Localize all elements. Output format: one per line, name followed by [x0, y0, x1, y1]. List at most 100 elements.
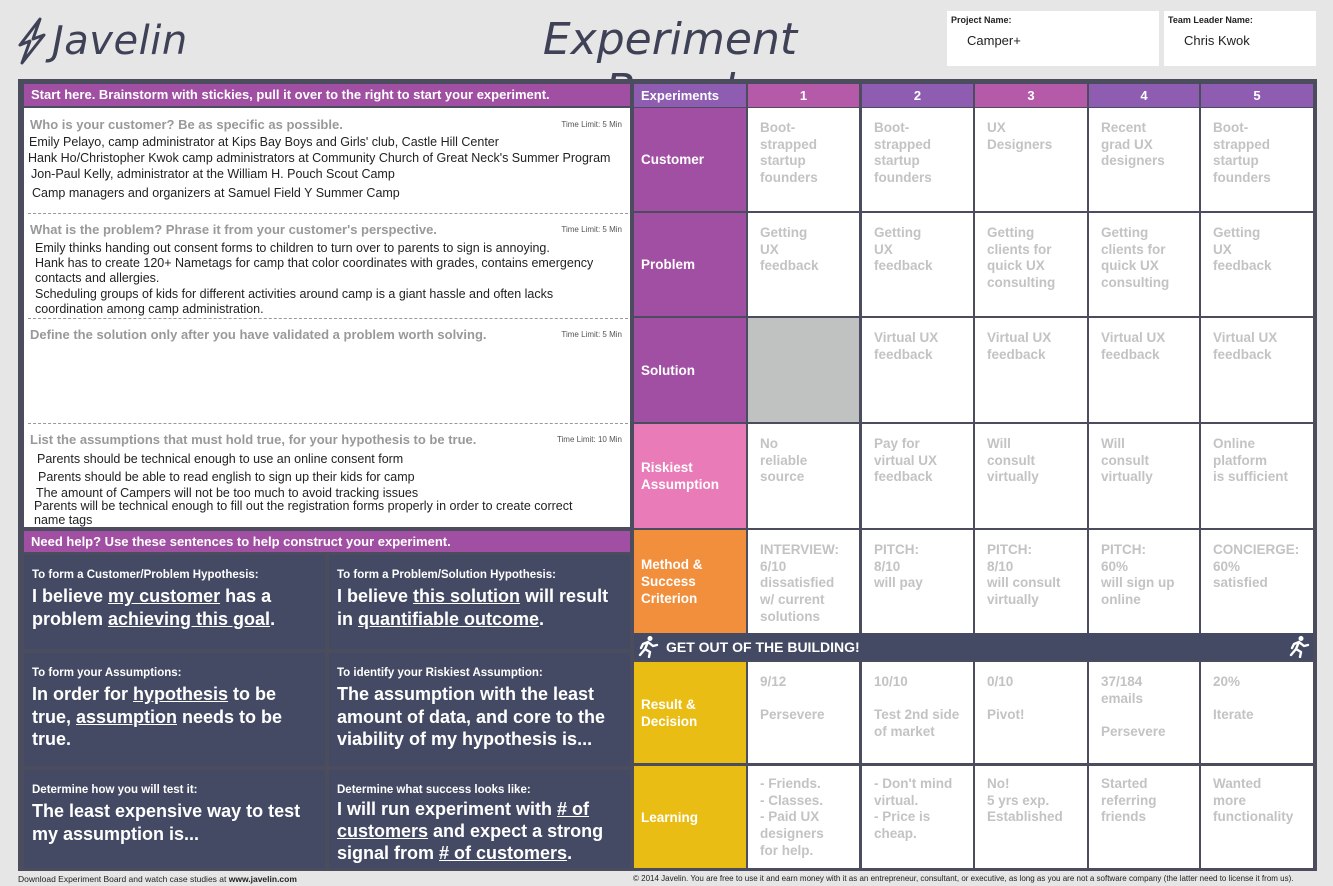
- time-limit: Time Limit: 5 Min: [561, 330, 622, 339]
- team-leader-field[interactable]: Team Leader Name: Chris Kwok: [1164, 11, 1316, 66]
- sticky-note[interactable]: Parents will be technical enough to fill…: [34, 499, 573, 513]
- experiment-cell[interactable]: No! 5 yrs exp. Established: [975, 766, 1087, 868]
- sticky-note[interactable]: Hank Ho/Christopher Kwok camp administra…: [28, 151, 611, 165]
- sticky-note[interactable]: Camp managers and organizers at Samuel F…: [32, 186, 400, 200]
- running-person-icon: [1288, 635, 1310, 661]
- help-sentence: I believe my customer has a problem achi…: [32, 586, 276, 629]
- experiment-cell[interactable]: Will consult virtually: [975, 424, 1087, 528]
- experiment-cell[interactable]: Boot- strapped startup founders: [862, 108, 973, 211]
- sticky-note-continued: name tags: [34, 513, 93, 527]
- experiment-cell[interactable]: - Don't mind virtual. - Price is cheap.: [862, 766, 973, 868]
- help-heading: To form a Customer/Problem Hypothesis:: [32, 569, 259, 581]
- help-box-customer-problem: To form a Customer/Problem Hypothesis: I…: [24, 555, 325, 649]
- experiment-cell[interactable]: 20% Iterate: [1201, 662, 1313, 763]
- experiment-cell[interactable]: Will consult virtually: [1089, 424, 1199, 528]
- experiment-cell[interactable]: Virtual UX feedback: [862, 318, 973, 422]
- experiment-cell[interactable]: PITCH: 8/10 will consult virtually: [975, 530, 1087, 633]
- experiment-cell[interactable]: Virtual UX feedback: [1089, 318, 1199, 422]
- footer-download: Download Experiment Board and watch case…: [18, 874, 297, 884]
- experiment-cell[interactable]: 9/12 Persevere: [748, 662, 859, 763]
- experiment-cell[interactable]: PITCH: 8/10 will pay: [862, 530, 973, 633]
- help-sentence: In order for hypothesis to be true, assu…: [32, 684, 283, 749]
- experiment-cell[interactable]: No reliable source: [748, 424, 859, 528]
- sticky-note[interactable]: The amount of Campers will not be too mu…: [36, 486, 419, 500]
- get-out-of-building-label: GET OUT OF THE BUILDING!: [666, 639, 860, 655]
- experiment-cell[interactable]: Wanted more functionality: [1201, 766, 1313, 868]
- project-name-field[interactable]: Project Name: Camper+: [947, 11, 1159, 66]
- help-heading: To form a Problem/Solution Hypothesis:: [337, 569, 556, 581]
- sticky-note[interactable]: Emily thinks handing out consent forms t…: [35, 241, 550, 255]
- help-box-success: Determine what success looks like: I wil…: [329, 770, 630, 868]
- running-person-icon: [637, 635, 659, 661]
- experiment-cell[interactable]: Pay for virtual UX feedback: [862, 424, 973, 528]
- experiment-cell[interactable]: Getting clients for quick UX consulting: [975, 213, 1087, 316]
- help-box-test: Determine how you will test it: The leas…: [24, 770, 325, 868]
- help-heading: To form your Assumptions:: [32, 667, 182, 679]
- brainstorm-header: Start here. Brainstorm with stickies, pu…: [24, 84, 630, 106]
- experiment-cell[interactable]: Recent grad UX designers: [1089, 108, 1199, 211]
- section-question: What is the problem? Phrase it from your…: [30, 222, 437, 237]
- javelin-logo: Javelin: [16, 12, 206, 70]
- experiment-cell[interactable]: - Friends. - Classes. - Paid UX designer…: [748, 766, 859, 868]
- experiment-cell[interactable]: Started referring friends: [1089, 766, 1199, 868]
- sticky-note[interactable]: Jon-Paul Kelly, administrator at the Wil…: [31, 167, 395, 181]
- experiment-cell[interactable]: 37/184 emails Persevere: [1089, 662, 1199, 763]
- sticky-note[interactable]: Scheduling groups of kids for different …: [35, 287, 554, 301]
- experiment-cell[interactable]: PITCH: 60% will sign up online: [1089, 530, 1199, 633]
- experiment-cell[interactable]: [748, 318, 859, 422]
- experiment-cell[interactable]: Online platform is sufficient: [1201, 424, 1313, 528]
- experiment-cell[interactable]: 10/10 Test 2nd side of market: [862, 662, 973, 763]
- help-sentence: The least expensive way to test my assum…: [32, 801, 301, 844]
- row-label-problem: Problem: [634, 213, 746, 316]
- experiments-header: Experiments: [634, 84, 746, 107]
- problem-section[interactable]: What is the problem? Phrase it from your…: [24, 213, 630, 318]
- sticky-note[interactable]: Parents should be able to read english t…: [38, 470, 415, 484]
- experiment-cell[interactable]: Getting clients for quick UX consulting: [1089, 213, 1199, 316]
- experiment-column-2: 2: [862, 84, 973, 107]
- help-heading: Determine how you will test it:: [32, 784, 198, 796]
- experiment-cell[interactable]: Getting UX feedback: [748, 213, 859, 316]
- time-limit: Time Limit: 5 Min: [561, 120, 622, 129]
- help-box-assumptions: To form your Assumptions: In order for h…: [24, 653, 325, 766]
- team-leader-label: Team Leader Name:: [1168, 15, 1253, 25]
- footer-copyright: © 2014 Javelin. You are free to use it a…: [633, 874, 1294, 883]
- team-leader-value: Chris Kwok: [1184, 33, 1250, 48]
- help-box-riskiest-assumption: To identify your Riskiest Assumption: Th…: [329, 653, 630, 766]
- assumptions-section[interactable]: List the assumptions that must hold true…: [24, 423, 630, 527]
- experiment-column-3: 3: [975, 84, 1087, 107]
- javelin-lightning-icon: [16, 17, 46, 65]
- experiment-cell[interactable]: INTERVIEW: 6/10 dissatisfied w/ current …: [748, 530, 859, 633]
- help-heading: To identify your Riskiest Assumption:: [337, 667, 543, 679]
- customer-section[interactable]: Who is your customer? Be as specific as …: [24, 108, 630, 213]
- row-label-learning: Learning: [634, 766, 746, 868]
- sticky-note[interactable]: Hank has to create 120+ Nametags for cam…: [35, 256, 594, 270]
- javelin-link[interactable]: www.javelin.com: [228, 874, 297, 884]
- experiment-cell[interactable]: UX Designers: [975, 108, 1087, 211]
- sticky-note[interactable]: Parents should be technical enough to us…: [37, 452, 404, 466]
- sticky-note-continued: contacts and allergies.: [35, 271, 160, 285]
- row-label-riskiest-assumption: Riskiest Assumption: [634, 424, 746, 528]
- help-sentence: The assumption with the least amount of …: [337, 684, 606, 749]
- experiment-cell[interactable]: 0/10 Pivot!: [975, 662, 1087, 763]
- experiment-cell[interactable]: Virtual UX feedback: [975, 318, 1087, 422]
- project-name-value: Camper+: [967, 33, 1021, 48]
- row-label-result-decision: Result & Decision: [634, 662, 746, 763]
- experiment-cell[interactable]: Getting UX feedback: [862, 213, 973, 316]
- row-label-solution: Solution: [634, 318, 746, 422]
- time-limit: Time Limit: 5 Min: [561, 225, 622, 234]
- get-out-of-building-bar: GET OUT OF THE BUILDING!: [634, 633, 1313, 660]
- experiment-cell[interactable]: CONCIERGE: 60% satisfied: [1201, 530, 1313, 633]
- experiment-cell[interactable]: Getting UX feedback: [1201, 213, 1313, 316]
- project-name-label: Project Name:: [951, 15, 1012, 25]
- solution-section[interactable]: Define the solution only after you have …: [24, 318, 630, 423]
- experiment-cell[interactable]: Boot- strapped startup founders: [1201, 108, 1313, 211]
- time-limit: Time Limit: 10 Min: [556, 435, 622, 444]
- experiment-cell[interactable]: Virtual UX feedback: [1201, 318, 1313, 422]
- help-sentence: I will run experiment with # of customer…: [337, 799, 604, 863]
- experiment-column-4: 4: [1089, 84, 1199, 107]
- sticky-note[interactable]: Emily Pelayo, camp administrator at Kips…: [29, 135, 499, 149]
- experiment-column-5: 5: [1201, 84, 1313, 107]
- experiment-cell[interactable]: Boot- strapped startup founders: [748, 108, 859, 211]
- help-sentence: I believe this solution will result in q…: [337, 586, 609, 629]
- help-header: Need help? Use these sentences to help c…: [24, 531, 630, 552]
